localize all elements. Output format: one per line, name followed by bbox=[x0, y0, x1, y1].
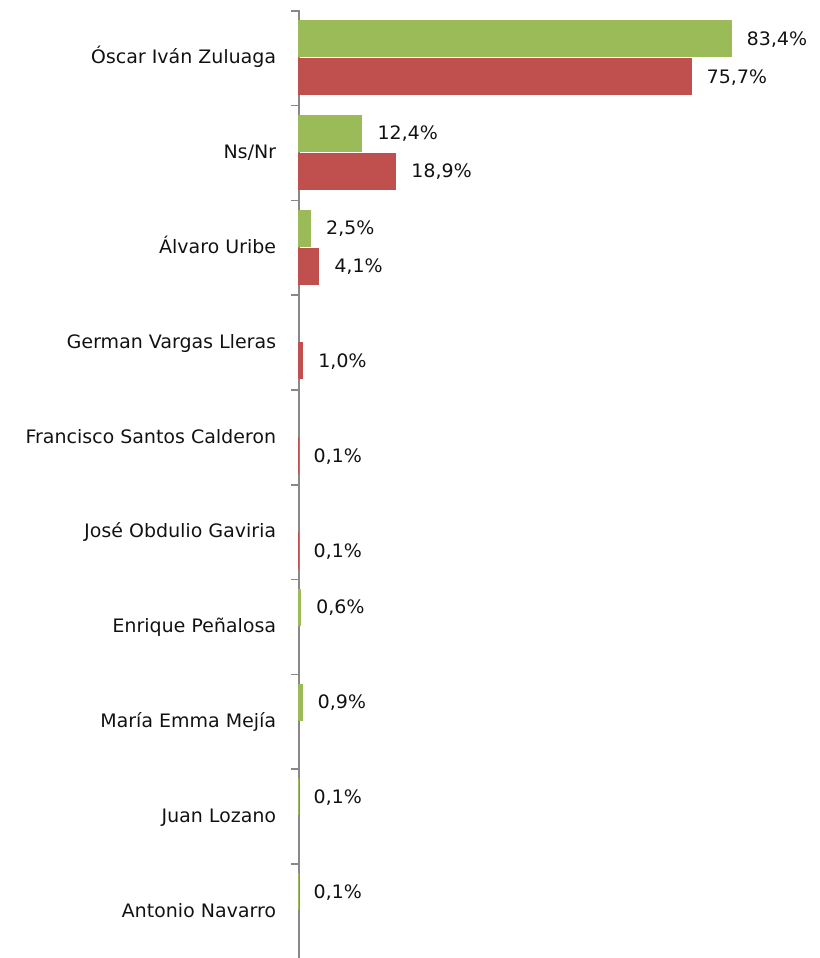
value-label: 0,9% bbox=[317, 691, 366, 714]
bar bbox=[298, 778, 299, 816]
category-label: José Obdulio Gaviria bbox=[84, 520, 276, 543]
bar bbox=[298, 588, 302, 626]
value-label: 75,7% bbox=[706, 65, 767, 88]
category-tick bbox=[291, 768, 298, 770]
bar bbox=[298, 247, 320, 285]
value-label: 18,9% bbox=[411, 160, 472, 183]
bar bbox=[298, 437, 299, 475]
bar bbox=[298, 873, 299, 911]
category-label: German Vargas Lleras bbox=[66, 330, 276, 353]
category-label: Óscar Iván Zuluaga bbox=[90, 46, 276, 69]
value-label: 0,1% bbox=[313, 880, 362, 903]
value-label: 83,4% bbox=[746, 27, 808, 50]
category-label: Antonio Navarro bbox=[121, 899, 276, 922]
value-label: 2,5% bbox=[326, 217, 375, 240]
category-tick bbox=[291, 294, 298, 296]
bar bbox=[298, 532, 299, 569]
category-tick bbox=[291, 484, 298, 486]
bar bbox=[298, 152, 397, 190]
category-tick bbox=[291, 863, 298, 865]
value-label: 0,1% bbox=[313, 444, 362, 467]
bar bbox=[298, 20, 732, 57]
axis-line bbox=[298, 10, 300, 958]
category-tick bbox=[291, 578, 298, 581]
category-tick bbox=[291, 104, 298, 107]
category-tick bbox=[291, 389, 298, 391]
category-label: María Emma Mejía bbox=[100, 709, 276, 732]
category-label: Juan Lozano bbox=[161, 804, 276, 827]
value-label: 1,0% bbox=[318, 349, 367, 372]
category-tick bbox=[291, 10, 298, 12]
value-label: 0,6% bbox=[316, 596, 365, 619]
value-label: 0,1% bbox=[313, 539, 362, 562]
value-label: 12,4% bbox=[377, 122, 438, 145]
bar bbox=[298, 209, 311, 247]
bar bbox=[298, 58, 692, 95]
value-label: 4,1% bbox=[334, 255, 383, 278]
category-tick bbox=[291, 199, 298, 202]
bar bbox=[298, 114, 363, 152]
category-label: Enrique Peñalosa bbox=[112, 615, 276, 638]
bar bbox=[298, 683, 303, 721]
bar bbox=[298, 342, 304, 380]
category-label: Ns/Nr bbox=[223, 141, 276, 164]
value-label: 0,1% bbox=[313, 785, 362, 808]
category-label: Francisco Santos Calderon bbox=[25, 425, 276, 448]
category-tick bbox=[291, 673, 298, 676]
category-label: Álvaro Uribe bbox=[159, 235, 276, 258]
